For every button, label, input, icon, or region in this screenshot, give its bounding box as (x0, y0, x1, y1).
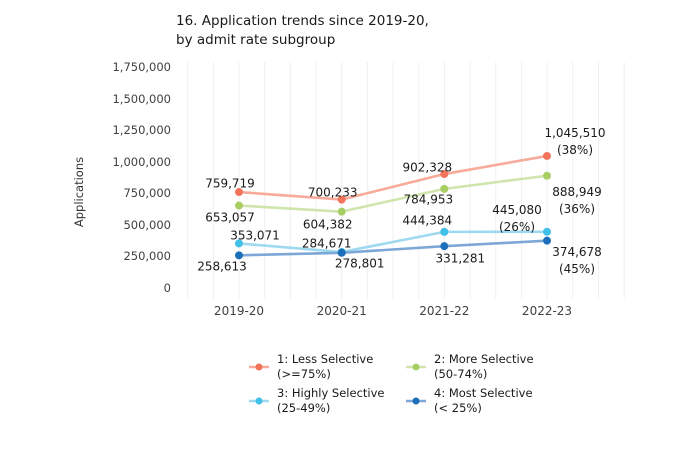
data-label: 1,045,510 (38%) (544, 125, 605, 159)
data-label: 444,384 (402, 213, 453, 228)
series-line-1 (237, 154, 549, 201)
series-line-4 (237, 239, 549, 257)
chart-title-line-2: by admit rate subgroup (176, 32, 336, 48)
data-point-marker (440, 184, 449, 193)
legend-label: 1: Less Selective (>=75%) (277, 352, 374, 381)
data-point-marker (337, 195, 346, 204)
data-label: 258,613 (197, 259, 247, 274)
data-label: 331,281 (435, 251, 486, 266)
data-label-value: 445,080 (492, 202, 542, 217)
data-label-percent: (26%) (498, 219, 536, 234)
data-point-marker (235, 251, 243, 260)
legend-marker-icon (249, 363, 269, 370)
data-label: 445,080 (26%) (492, 202, 542, 236)
data-point-marker (337, 248, 346, 257)
data-label-percent: (45%) (558, 261, 596, 276)
y-tick-label: 0 (163, 281, 171, 295)
y-tick-label: 1,750,000 (112, 60, 171, 74)
data-label: 604,382 (302, 217, 353, 232)
data-point-marker (543, 171, 551, 180)
series-line-2 (237, 174, 549, 213)
data-label: 902,328 (402, 160, 453, 175)
legend-label: 4: Most Selective (< 25%) (434, 386, 533, 415)
y-tick-label: 1,250,000 (112, 123, 171, 138)
data-label-value: 1,045,510 (544, 125, 606, 140)
data-point-marker (235, 201, 243, 210)
y-tick-label: 750,000 (123, 186, 171, 201)
chart-title-line-1: 16. Application trends since 2019-20, (176, 13, 429, 29)
data-label: 353,071 (230, 228, 280, 243)
chart-title: 16. Application trends since 2019-20, by… (176, 12, 429, 50)
data-point-marker (440, 170, 449, 179)
data-label: 784,953 (403, 192, 454, 207)
x-tick-label: 2019-20 (213, 304, 265, 318)
x-tick-label: 2022-23 (521, 304, 573, 318)
data-point-marker (543, 236, 551, 245)
data-point-marker (235, 239, 243, 248)
legend-item: 3: Highly Selective (25-49%) (248, 386, 385, 415)
legend-label: 2: More Selective (50-74%) (434, 352, 534, 381)
y-tick-label: 500,000 (123, 217, 171, 232)
data-label: 888,949 (36%) (552, 184, 602, 218)
legend-marker-icon (406, 397, 426, 404)
data-label: 700,233 (307, 185, 358, 200)
series-line-3 (237, 230, 549, 254)
data-point-marker (235, 188, 243, 197)
data-label: 759,719 (205, 176, 255, 191)
data-label: 653,057 (205, 210, 255, 225)
data-label: 278,801 (334, 256, 385, 271)
x-tick-label: 2021-22 (419, 304, 470, 318)
y-tick-label: 1,500,000 (112, 91, 171, 106)
legend-item: 4: Most Selective (< 25%) (405, 386, 533, 415)
y-tick-label: 1,000,000 (112, 154, 171, 169)
data-label-percent: (38%) (556, 142, 594, 157)
data-point-marker (543, 151, 551, 160)
data-label-percent: (36%) (558, 201, 596, 216)
legend-item: 2: More Selective (50-74%) (405, 352, 534, 381)
legend-marker-icon (406, 363, 426, 370)
data-point-marker (337, 207, 346, 216)
data-point-marker (440, 242, 449, 251)
x-tick-label: 2020-21 (316, 304, 367, 318)
data-point-marker (440, 227, 449, 236)
data-label: 284,671 (301, 236, 352, 251)
y-tick-label: 250,000 (123, 249, 171, 264)
legend-item: 1: Less Selective (>=75%) (248, 352, 373, 381)
legend-label: 3: Highly Selective (25-49%) (277, 386, 385, 415)
data-point-marker (543, 227, 551, 236)
data-label-value: 888,949 (552, 184, 602, 199)
data-label: 374,678 (45%) (552, 244, 602, 278)
legend-marker-icon (249, 397, 269, 404)
data-label-value: 374,678 (552, 244, 602, 259)
